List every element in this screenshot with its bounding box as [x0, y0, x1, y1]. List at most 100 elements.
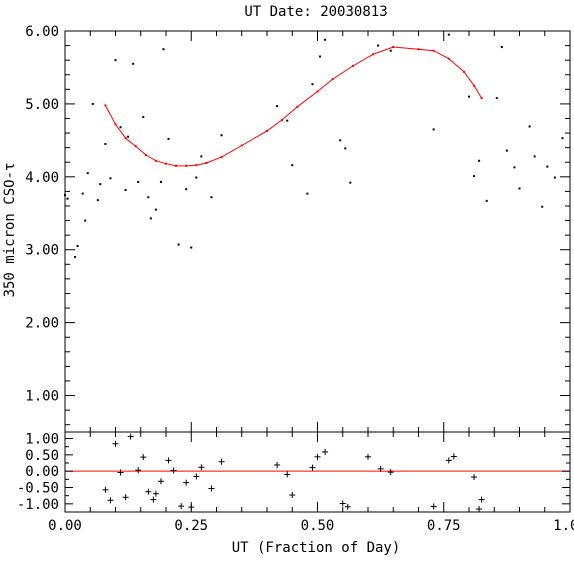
data-point [518, 187, 521, 190]
fit-point [144, 153, 147, 156]
residual-point [478, 496, 485, 503]
residual-point [198, 464, 205, 471]
residual-point [102, 486, 109, 493]
x-tick-labels: 0.00 0.25 0.50 0.75 1.00 [48, 518, 574, 534]
x-tick-label: 1.00 [553, 518, 574, 534]
data-point [311, 83, 314, 86]
data-point [546, 165, 549, 168]
data-point [553, 176, 556, 179]
data-point [541, 205, 544, 208]
residual-point [289, 492, 296, 499]
data-point [147, 196, 150, 199]
residual-point [339, 500, 346, 507]
x-tick-label: 0.75 [427, 518, 461, 534]
data-point [119, 126, 122, 129]
residual-point [193, 473, 200, 480]
data-point [154, 208, 157, 211]
residual-point [344, 503, 351, 510]
residual-point [377, 465, 384, 472]
data-point [220, 134, 223, 137]
data-point [306, 192, 309, 195]
data-point [159, 180, 162, 183]
residual-point [274, 461, 281, 468]
data-point [324, 38, 327, 41]
fit-dots [104, 46, 483, 167]
residual-point [218, 458, 225, 465]
data-point [137, 180, 140, 183]
data-point [185, 188, 188, 191]
data-point [96, 199, 99, 202]
data-point [473, 175, 476, 178]
data-point [513, 166, 516, 169]
data-point [127, 135, 130, 138]
fit-point [240, 144, 243, 147]
residual-point [183, 479, 190, 486]
residual-point [322, 448, 329, 455]
data-point [276, 105, 279, 108]
data-point [114, 59, 117, 62]
data-point [291, 164, 294, 167]
y-tick-label: -1.00 [17, 497, 59, 513]
residual-point [107, 497, 114, 504]
fit-point [372, 53, 375, 56]
data-point [99, 183, 102, 186]
fit-point [462, 70, 465, 73]
data-point [149, 217, 152, 220]
residual-point [170, 467, 177, 474]
y-tick-label: 0.50 [25, 448, 59, 464]
fit-point [316, 90, 319, 93]
y-tick-label: 0.00 [25, 464, 59, 480]
fit-point [331, 78, 334, 81]
main-panel: 1.00 2.00 3.00 4.00 5.00 6.00 350 micron CSO-… [2, 24, 571, 433]
y-tick-label: 3.00 [25, 243, 59, 259]
fit-point [195, 164, 198, 167]
y-tick-label: 4.00 [25, 170, 59, 186]
residual-point [178, 503, 185, 510]
data-point [66, 197, 69, 200]
residual-point [112, 440, 119, 447]
residual-point [157, 478, 164, 485]
fit-point [281, 118, 284, 121]
fit-point [104, 104, 107, 107]
data-point [142, 116, 145, 119]
fit-point [296, 105, 299, 108]
data-point [132, 62, 135, 65]
residual-ticks [64, 432, 571, 512]
data-point [485, 199, 488, 202]
residual-tick-labels: -1.00-0.500.000.501.00 [17, 432, 59, 513]
fit-point [205, 161, 208, 164]
x-tick-label: 0.50 [301, 518, 335, 534]
residual-point [430, 503, 437, 510]
residual-point [150, 496, 157, 503]
data-point [377, 44, 380, 47]
residual-point [450, 453, 457, 460]
y-tick-label: 1.00 [25, 389, 59, 405]
y-axis-title: 350 micron CSO-τ [2, 163, 18, 298]
residual-point [284, 471, 291, 478]
data-point [389, 49, 392, 52]
data-point [432, 128, 435, 131]
residual-point [122, 494, 129, 501]
data-point [210, 196, 213, 199]
residual-point [208, 485, 215, 492]
data-point [81, 192, 84, 195]
data-point [195, 176, 198, 179]
residual-point [314, 453, 321, 460]
main-ticks [64, 30, 571, 432]
x-tick-label: 0.25 [174, 518, 208, 534]
residual-point [140, 454, 147, 461]
data-point [349, 181, 352, 184]
data-point [561, 137, 564, 140]
fit-point [266, 129, 268, 132]
fit-point [114, 123, 117, 126]
data-point [109, 177, 112, 180]
data-point [286, 119, 289, 122]
data-point [104, 143, 107, 146]
residual-point [445, 457, 452, 464]
fit-point [124, 137, 127, 140]
fit-point [165, 162, 167, 165]
data-point [76, 245, 79, 248]
